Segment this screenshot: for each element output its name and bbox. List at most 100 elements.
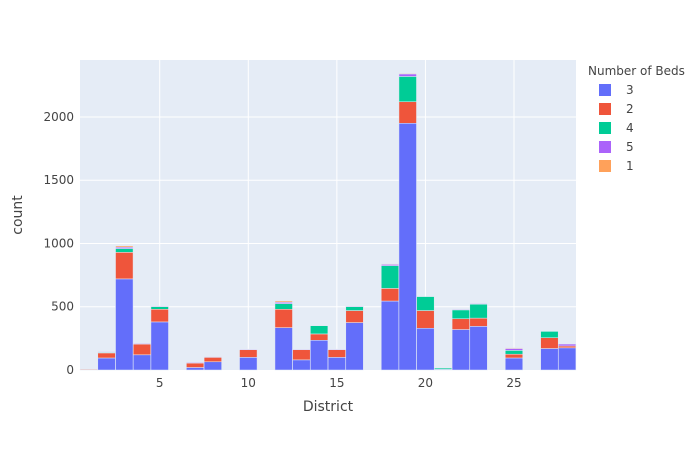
x-axis-title: District: [303, 399, 354, 415]
y-tick-label: 2000: [43, 110, 74, 124]
bar-segment-district-3-beds-1[interactable]: [115, 245, 134, 248]
bar-segment-district-25-beds-2[interactable]: [504, 353, 524, 359]
bar-segment-district-12-beds-3[interactable]: [274, 327, 293, 371]
bar-segment-district-16-beds-4[interactable]: [345, 306, 364, 311]
bar-segment-district-12-beds-2[interactable]: [274, 309, 293, 328]
bar-segment-district-10-beds-5[interactable]: [239, 348, 258, 350]
legend-item-beds-4[interactable]: 4: [599, 121, 634, 135]
bar-segment-district-13-beds-3[interactable]: [292, 359, 311, 371]
legend-swatch: [599, 160, 611, 172]
bar-segment-district-20-beds-3[interactable]: [416, 327, 435, 371]
bar-segment-district-27-beds-4[interactable]: [540, 331, 559, 338]
bar-segment-district-20-beds-4[interactable]: [416, 296, 435, 311]
bar-segment-district-25-beds-5[interactable]: [504, 348, 524, 351]
bar-segment-district-23-beds-3[interactable]: [469, 326, 488, 371]
bar-segment-district-5-beds-2[interactable]: [150, 309, 169, 323]
bar-segment-district-19-beds-3[interactable]: [398, 123, 417, 371]
legend-label: 2: [626, 102, 634, 116]
bar-segment-district-5-beds-4[interactable]: [150, 306, 169, 310]
bar-segment-district-15-beds-5[interactable]: [327, 348, 346, 350]
legend[interactable]: Number of Beds 3 2 4 5 1: [588, 64, 685, 173]
bar-segment-district-8-beds-5[interactable]: [203, 356, 222, 358]
x-tick-label: 10: [241, 376, 256, 390]
bar-segment-district-23-beds-5[interactable]: [469, 303, 488, 305]
bar-segment-district-18-beds-2[interactable]: [380, 288, 400, 302]
bar-segment-district-15-beds-2[interactable]: [327, 349, 346, 358]
bar-segment-district-27-beds-2[interactable]: [540, 337, 559, 349]
bar-segment-district-13-beds-5[interactable]: [292, 348, 311, 350]
bar-segment-district-19-beds-2[interactable]: [398, 101, 417, 124]
bar-segment-district-22-beds-3[interactable]: [451, 329, 470, 371]
bar-segment-district-20-beds-2[interactable]: [416, 310, 435, 329]
x-tick-label: 5: [156, 376, 164, 390]
bar-segment-district-2-beds-3[interactable]: [97, 357, 116, 371]
bar-segment-district-8-beds-2[interactable]: [203, 357, 222, 363]
bar-segment-district-4-beds-2[interactable]: [132, 343, 152, 356]
legend-label: 3: [626, 83, 634, 97]
bar-segment-district-22-beds-5[interactable]: [451, 309, 470, 311]
bar-segment-district-3-beds-2[interactable]: [115, 252, 134, 280]
legend-label: 1: [626, 159, 634, 173]
bars: [79, 73, 577, 371]
y-tick-label: 1000: [43, 236, 74, 250]
y-tick-label: 500: [51, 300, 74, 314]
y-tick-label: 0: [66, 363, 74, 377]
bar-segment-district-7-beds-3[interactable]: [186, 367, 205, 371]
bar-segment-district-18-beds-4[interactable]: [380, 265, 400, 289]
bar-segment-district-15-beds-3[interactable]: [327, 357, 346, 371]
bar-segment-district-18-beds-3[interactable]: [380, 300, 400, 371]
bar-segment-district-2-beds-5[interactable]: [97, 351, 116, 353]
legend-title: Number of Beds: [588, 64, 685, 78]
legend-item-beds-2[interactable]: 2: [599, 102, 634, 116]
legend-label: 4: [626, 121, 634, 135]
x-tick-label: 25: [506, 376, 521, 390]
y-axis-title: count: [10, 195, 26, 235]
bar-segment-district-2-beds-2[interactable]: [97, 352, 116, 359]
bar-segment-district-14-beds-2[interactable]: [310, 333, 329, 341]
bar-segment-district-14-beds-3[interactable]: [310, 340, 329, 371]
bar-segment-district-7-beds-2[interactable]: [186, 362, 205, 368]
bar-segment-district-19-beds-5[interactable]: [398, 73, 417, 77]
bar-segment-district-10-beds-2[interactable]: [239, 349, 258, 358]
y-tick-label: 1500: [43, 173, 74, 187]
bar-segment-district-4-beds-3[interactable]: [132, 354, 152, 371]
bar-segment-district-25-beds-1[interactable]: [504, 347, 524, 349]
bar-segment-district-23-beds-4[interactable]: [469, 303, 488, 319]
bar-segment-district-28-beds-2[interactable]: [558, 345, 577, 349]
bar-segment-district-27-beds-3[interactable]: [540, 348, 559, 371]
bar-segment-district-25-beds-3[interactable]: [504, 357, 524, 371]
bar-segment-district-21-beds-4[interactable]: [434, 367, 453, 370]
bar-segment-district-28-beds-3[interactable]: [558, 347, 577, 371]
legend-item-beds-3[interactable]: 3: [599, 83, 634, 97]
bar-segment-district-12-beds-4[interactable]: [274, 303, 293, 310]
bar-segment-district-22-beds-4[interactable]: [451, 309, 470, 320]
legend-item-beds-5[interactable]: 5: [599, 140, 634, 154]
legend-item-beds-1[interactable]: 1: [599, 159, 634, 173]
bar-segment-district-12-beds-1[interactable]: [274, 300, 293, 303]
bar-segment-district-16-beds-2[interactable]: [345, 310, 364, 323]
bar-segment-district-4-beds-5[interactable]: [132, 343, 152, 345]
bar-segment-district-19-beds-1[interactable]: [398, 73, 417, 75]
bar-segment-district-13-beds-2[interactable]: [292, 349, 311, 361]
bar-segment-district-8-beds-3[interactable]: [203, 361, 222, 371]
bar-segment-district-22-beds-2[interactable]: [451, 318, 470, 330]
bar-segment-district-19-beds-4[interactable]: [398, 76, 417, 103]
bar-segment-district-7-beds-5[interactable]: [186, 362, 205, 364]
bar-segment-district-18-beds-1[interactable]: [380, 263, 400, 265]
bar-segment-district-3-beds-3[interactable]: [115, 278, 134, 371]
bar-segment-district-10-beds-3[interactable]: [239, 357, 258, 371]
bar-segment-district-16-beds-5[interactable]: [345, 305, 364, 307]
bar-segment-district-25-beds-4[interactable]: [504, 350, 524, 355]
legend-swatch: [599, 141, 611, 153]
legend-label: 5: [626, 140, 634, 154]
bar-segment-district-23-beds-2[interactable]: [469, 317, 488, 327]
bar-segment-district-5-beds-5[interactable]: [150, 305, 169, 307]
bar-segment-district-28-beds-5[interactable]: [558, 343, 577, 347]
bar-segment-district-3-beds-4[interactable]: [115, 248, 134, 253]
bar-segment-district-1-beds-2[interactable]: [79, 369, 98, 371]
bar-segment-district-14-beds-4[interactable]: [310, 325, 329, 335]
bar-segment-district-16-beds-3[interactable]: [345, 322, 364, 371]
bar-segment-district-5-beds-3[interactable]: [150, 321, 169, 371]
